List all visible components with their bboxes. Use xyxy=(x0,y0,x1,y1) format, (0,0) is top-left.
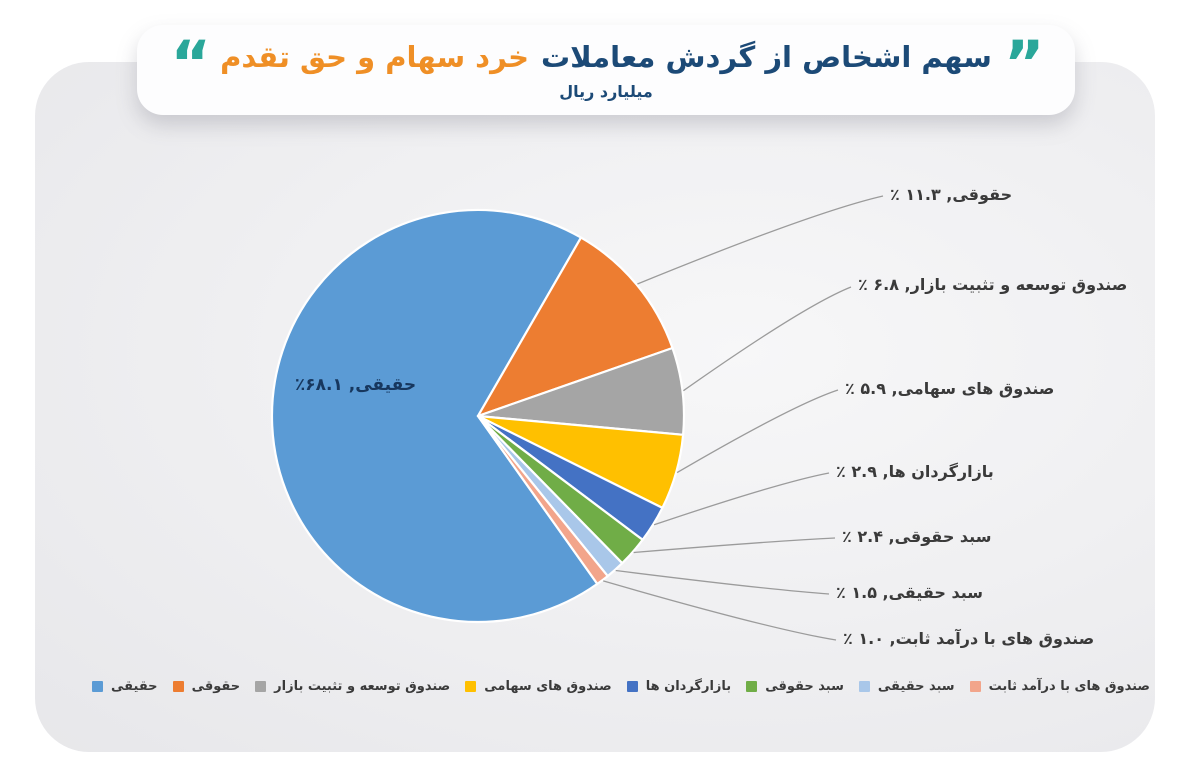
legend-swatch-icon xyxy=(255,681,267,692)
leader-line xyxy=(603,580,837,641)
leader-line xyxy=(683,286,852,392)
leader-line xyxy=(615,569,830,595)
title-highlight-text: خرد سهام و حق تقدم xyxy=(220,40,530,74)
legend: حقیقی حقوقی صندوق توسعه و تثبیت بازار صندوق… xyxy=(92,679,1150,694)
legend-swatch-icon xyxy=(858,681,870,692)
legend-item-label: حقیقی xyxy=(111,679,158,694)
legend-item: صندوق های سهامی xyxy=(465,679,612,694)
slice-callout: صندوق های سهامی, ۵.۹ ٪ xyxy=(845,379,1055,398)
legend-swatch-icon xyxy=(465,681,477,692)
title-main-text: سهم اشخاص از گردش معاملات xyxy=(541,40,992,74)
pie-slice xyxy=(270,208,599,624)
legend-item: سبد حقیقی xyxy=(858,679,955,694)
slice-callout: حقوقی, ۱۱.۳ ٪ xyxy=(890,185,1013,204)
legend-swatch-icon xyxy=(626,681,638,692)
chart-unit-subtitle: میلیارد ریال xyxy=(559,82,653,101)
legend-item: صندوق توسعه و تثبیت بازار xyxy=(255,679,450,694)
legend-item: بازارگردان ها xyxy=(626,679,732,694)
leader-line xyxy=(637,195,884,285)
legend-swatch-icon xyxy=(746,681,758,692)
leader-line xyxy=(676,389,839,474)
pie-slice xyxy=(476,414,609,585)
legend-item: حقوقی xyxy=(172,679,241,694)
leader-line xyxy=(633,537,836,554)
legend-item-label: سبد حقیقی xyxy=(877,679,955,694)
legend-item-label: صندوق توسعه و تثبیت بازار xyxy=(274,679,451,694)
slice-callout: بازارگردان ها, ۲.۹ ٪ xyxy=(836,462,994,481)
slice-callout: صندوق های با درآمد ثابت, ۱.۰ ٪ xyxy=(843,629,1095,648)
title-banner: ” سهم اشخاص از گردش معاملات خرد سهام و ح… xyxy=(137,25,1075,115)
legend-item-label: حقوقی xyxy=(191,679,241,694)
chart-title: ” سهم اشخاص از گردش معاملات خرد سهام و ح… xyxy=(137,25,1075,95)
legend-swatch-icon xyxy=(92,681,103,692)
slice-callout: سبد حقیقی, ۱.۵ ٪ xyxy=(836,583,983,602)
legend-item: سبد حقوقی xyxy=(746,679,844,694)
legend-item-label: بازارگردان ها xyxy=(645,679,732,694)
leader-line xyxy=(653,472,830,526)
legend-item: صندوق های با درآمد ثابت xyxy=(969,679,1150,694)
slice-callout: سبد حقوقی, ۲.۴ ٪ xyxy=(842,527,992,546)
slice-callout: صندوق توسعه و تثبیت بازار, ۶.۸ ٪ xyxy=(858,275,1128,294)
legend-item: حقیقی xyxy=(92,679,158,694)
pie-slice xyxy=(476,236,674,418)
legend-swatch-icon xyxy=(172,681,184,692)
legend-item-label: صندوق های با درآمد ثابت xyxy=(988,679,1150,694)
legend-swatch-icon xyxy=(969,681,981,692)
legend-item-label: صندوق های سهامی xyxy=(484,679,612,694)
legend-item-label: سبد حقوقی xyxy=(765,679,844,694)
slice-label-inside: حقیقی, ۶۸.۱٪ xyxy=(294,375,417,395)
